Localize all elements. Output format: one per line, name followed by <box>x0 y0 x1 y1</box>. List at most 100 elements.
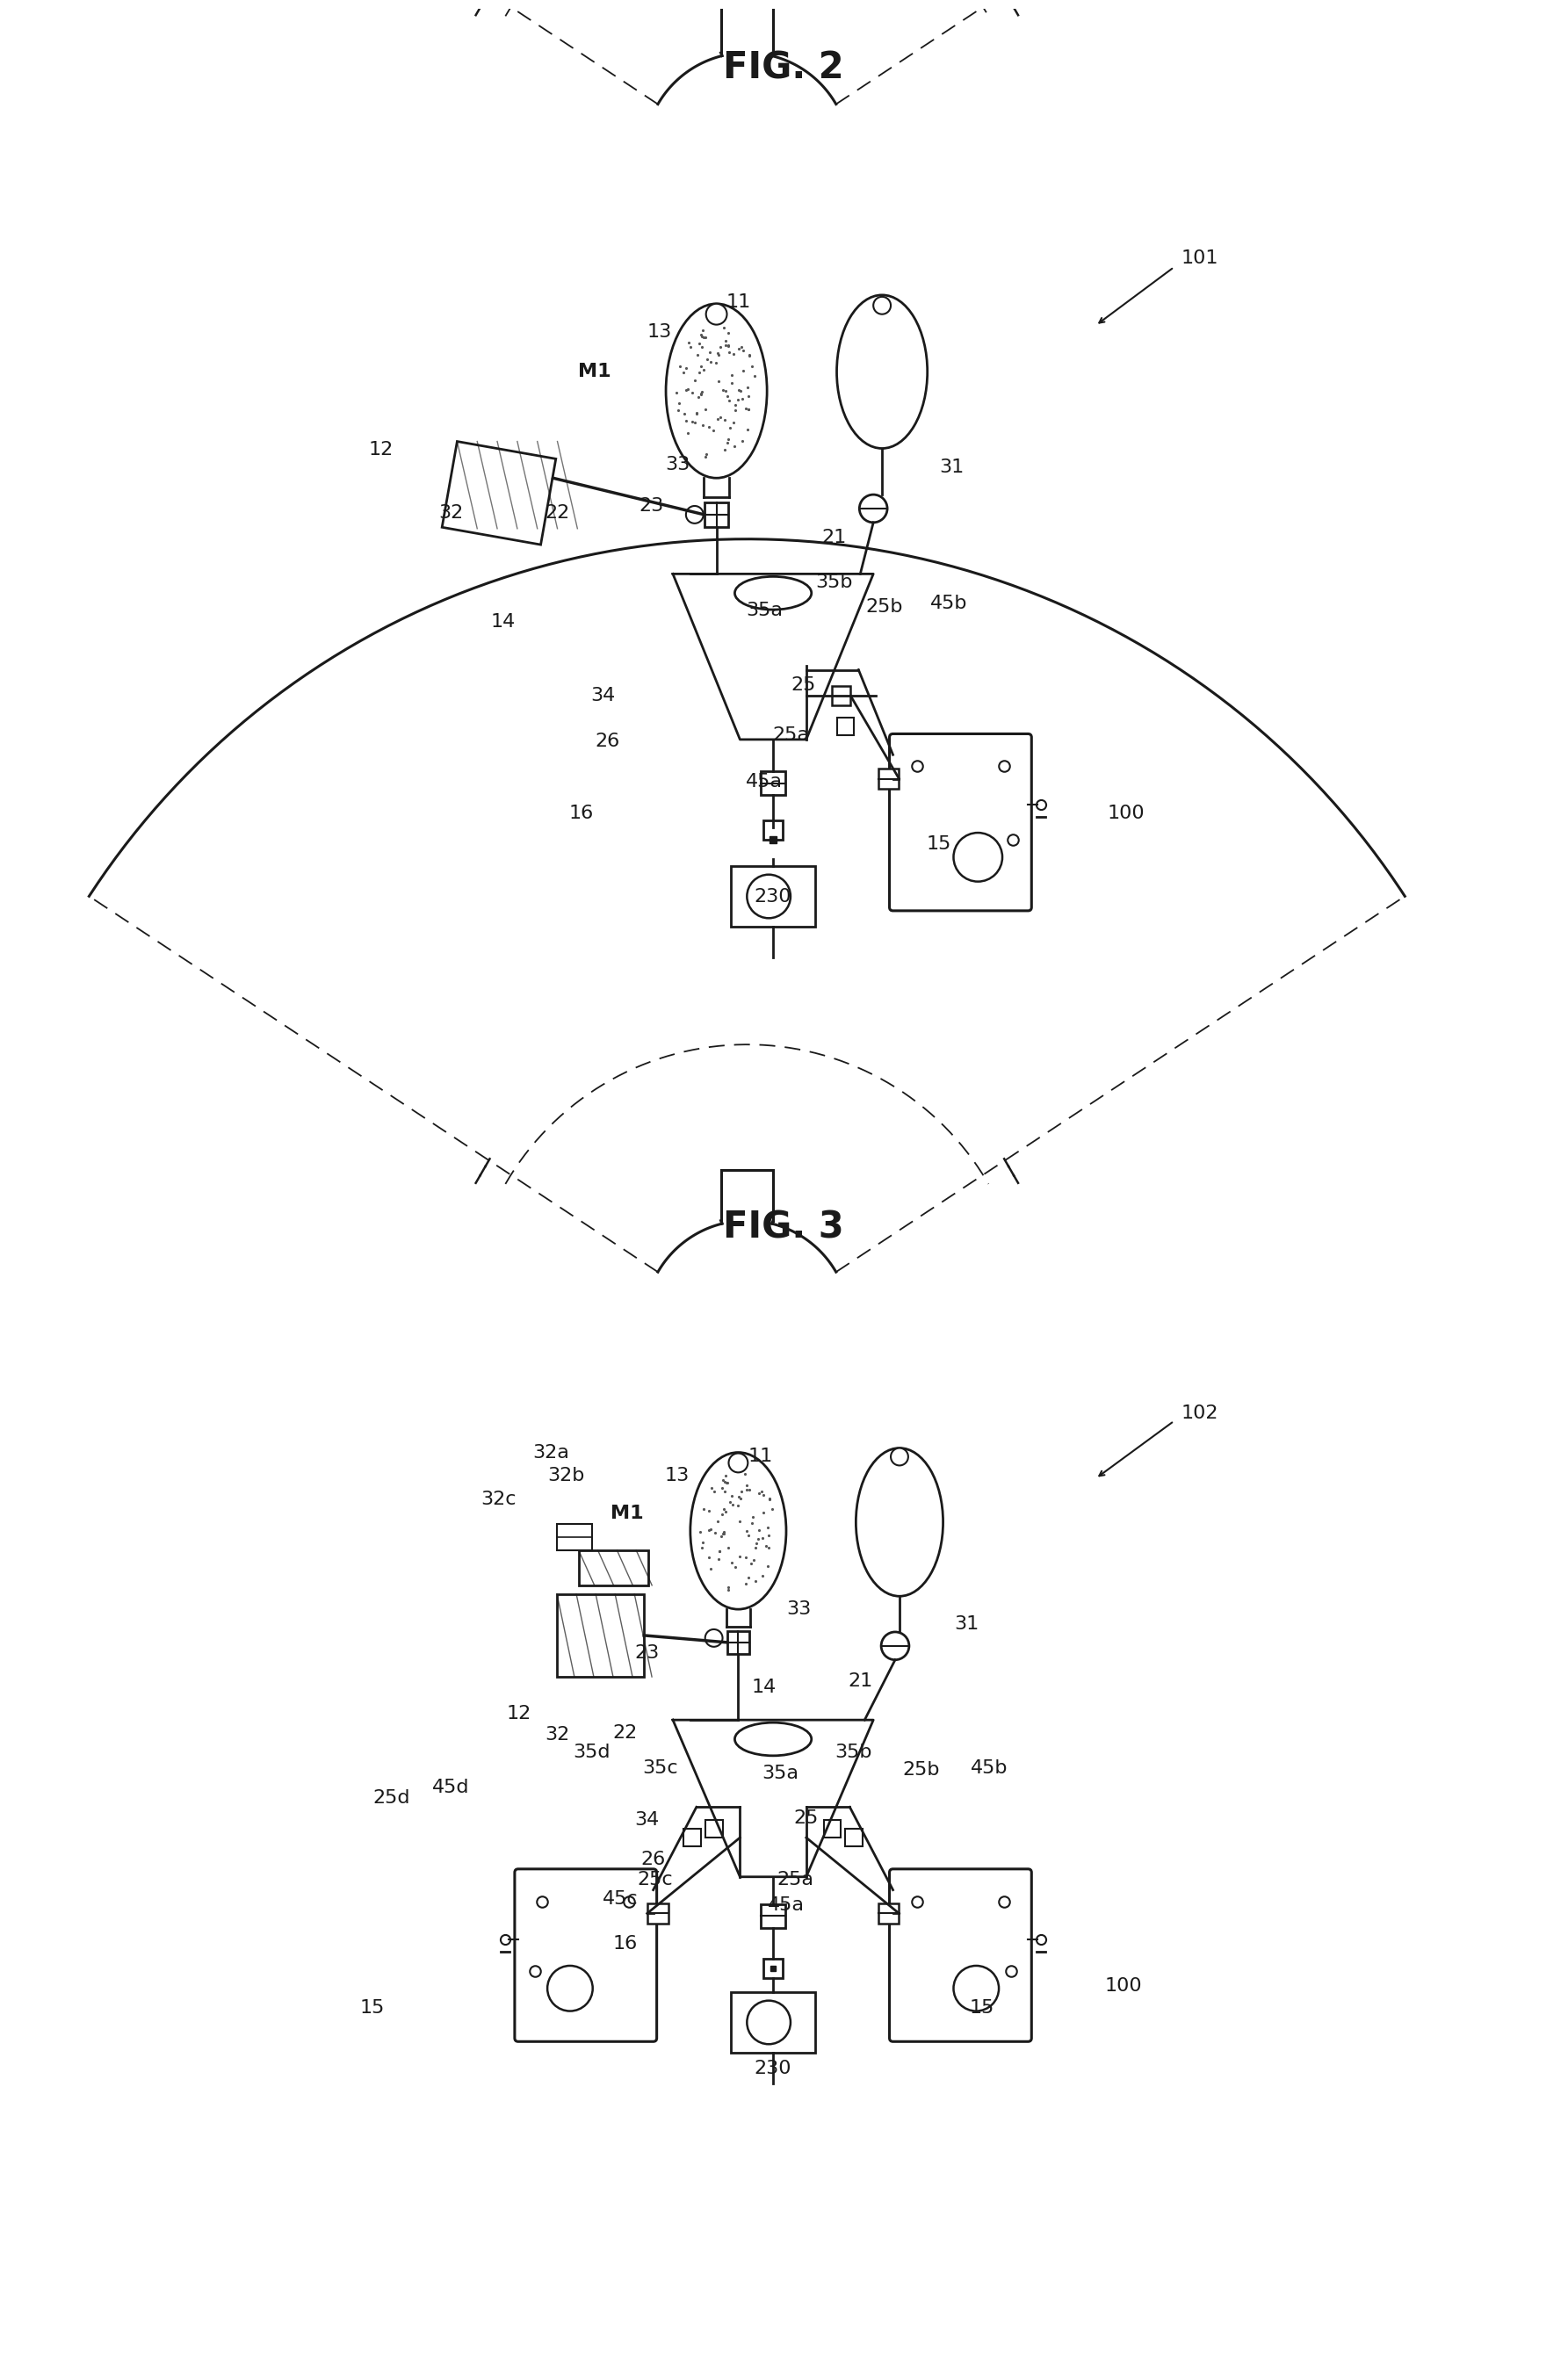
Bar <box>731 1991 815 2053</box>
Text: M1: M1 <box>610 1504 643 1523</box>
Text: 100: 100 <box>1107 805 1145 822</box>
Circle shape <box>685 506 704 523</box>
Ellipse shape <box>735 577 812 610</box>
Text: 26: 26 <box>640 1850 665 1869</box>
Ellipse shape <box>735 1723 812 1756</box>
Bar <box>760 1904 786 1928</box>
Text: 35b: 35b <box>834 1744 872 1761</box>
Text: 25b: 25b <box>866 598 903 617</box>
Ellipse shape <box>666 304 767 478</box>
Text: 14: 14 <box>491 612 516 631</box>
Circle shape <box>891 1448 908 1467</box>
Bar <box>442 443 557 544</box>
Text: 45a: 45a <box>746 772 782 791</box>
Text: 35a: 35a <box>762 1766 798 1782</box>
Text: 25d: 25d <box>373 1789 409 1808</box>
Text: FIG. 3: FIG. 3 <box>723 1210 844 1245</box>
Bar <box>845 1829 862 1846</box>
Bar <box>706 1820 723 1838</box>
Text: 31: 31 <box>955 1615 978 1634</box>
Bar <box>579 1551 649 1584</box>
Text: 33: 33 <box>665 457 690 473</box>
Circle shape <box>706 1629 723 1648</box>
Text: 25: 25 <box>793 1810 818 1827</box>
Text: 13: 13 <box>665 1467 690 1485</box>
Text: 102: 102 <box>1182 1405 1218 1422</box>
Text: 13: 13 <box>648 322 673 341</box>
Text: 35a: 35a <box>746 603 782 619</box>
Bar <box>728 1631 750 1655</box>
Bar <box>557 1594 644 1676</box>
Text: 16: 16 <box>569 805 594 822</box>
Text: 25a: 25a <box>776 1871 814 1888</box>
Text: 23: 23 <box>638 497 663 516</box>
Bar <box>731 866 815 927</box>
Text: 33: 33 <box>787 1601 812 1617</box>
Text: 45a: 45a <box>768 1897 804 1914</box>
Bar <box>764 1959 782 1977</box>
FancyBboxPatch shape <box>889 734 1032 911</box>
Ellipse shape <box>690 1452 786 1610</box>
Text: 16: 16 <box>613 1935 637 1954</box>
Ellipse shape <box>856 1448 942 1596</box>
Text: 22: 22 <box>544 504 569 523</box>
Text: 14: 14 <box>753 1678 776 1697</box>
Text: 34: 34 <box>591 687 616 704</box>
Circle shape <box>859 494 887 523</box>
Text: 12: 12 <box>368 440 394 459</box>
Text: 21: 21 <box>822 530 847 546</box>
Text: 25: 25 <box>792 676 815 694</box>
Text: 25b: 25b <box>903 1761 939 1777</box>
Circle shape <box>706 304 728 325</box>
Text: 230: 230 <box>754 2060 792 2076</box>
Text: 15: 15 <box>971 1999 994 2017</box>
Bar <box>704 501 729 527</box>
Text: 35d: 35d <box>574 1744 610 1761</box>
Text: 32a: 32a <box>533 1443 569 1462</box>
Bar <box>760 770 786 796</box>
Text: 34: 34 <box>635 1810 659 1829</box>
Text: 32: 32 <box>437 504 463 523</box>
Bar <box>831 687 851 706</box>
Text: 45b: 45b <box>930 596 967 612</box>
Bar <box>837 718 855 734</box>
Text: 32c: 32c <box>481 1490 516 1509</box>
Text: 32: 32 <box>544 1725 569 1744</box>
Bar <box>878 1902 898 1923</box>
FancyBboxPatch shape <box>889 1869 1032 2041</box>
Text: FIG. 2: FIG. 2 <box>723 49 844 87</box>
Text: 11: 11 <box>748 1448 773 1464</box>
Text: 21: 21 <box>848 1671 873 1690</box>
Text: 11: 11 <box>726 294 751 311</box>
Text: 26: 26 <box>596 732 619 751</box>
Bar <box>764 822 782 840</box>
Text: 35b: 35b <box>815 574 853 591</box>
Bar <box>823 1820 840 1838</box>
Text: 32b: 32b <box>547 1467 585 1485</box>
Bar <box>684 1829 701 1846</box>
Text: 23: 23 <box>635 1643 659 1662</box>
Text: 230: 230 <box>754 887 792 906</box>
Text: 15: 15 <box>359 1999 384 2017</box>
Circle shape <box>881 1631 909 1660</box>
Text: 45c: 45c <box>602 1890 638 1907</box>
Bar <box>557 1525 591 1551</box>
Bar <box>878 767 898 789</box>
Text: 35c: 35c <box>641 1758 677 1777</box>
Bar <box>648 1902 668 1923</box>
Text: 45b: 45b <box>971 1758 1008 1777</box>
FancyBboxPatch shape <box>514 1869 657 2041</box>
Text: M1: M1 <box>579 363 612 381</box>
Text: 25c: 25c <box>638 1871 673 1888</box>
Text: 15: 15 <box>927 836 952 852</box>
Circle shape <box>729 1452 748 1474</box>
Text: 25a: 25a <box>771 727 809 744</box>
Ellipse shape <box>837 294 927 447</box>
Text: 45d: 45d <box>431 1777 469 1796</box>
Text: 101: 101 <box>1182 250 1218 268</box>
Text: 100: 100 <box>1105 1977 1142 1994</box>
Circle shape <box>873 297 891 313</box>
Text: 31: 31 <box>939 459 964 476</box>
Text: 22: 22 <box>613 1723 637 1742</box>
Text: 12: 12 <box>506 1704 532 1723</box>
